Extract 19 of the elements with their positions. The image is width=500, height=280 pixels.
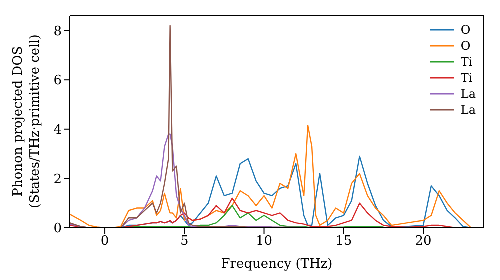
legend-label: O [460, 23, 471, 37]
legend-label: La [460, 103, 476, 117]
x-axis-title: Frequency (THz) [221, 257, 333, 272]
y-tick-label: 2 [54, 172, 62, 188]
x-tick-label: 5 [180, 234, 189, 250]
x-tick-label: 15 [336, 234, 352, 250]
y-tick-label: 0 [54, 222, 62, 237]
legend-label: O [460, 39, 471, 53]
x-tick-label: 20 [415, 234, 432, 250]
x-tick-label: 0 [100, 234, 110, 250]
y-tick-label: 8 [54, 24, 62, 40]
y-tick-label: 6 [54, 74, 62, 89]
legend-label: Ti [460, 71, 473, 85]
legend-label: Ti [460, 55, 473, 69]
legend-label: La [460, 87, 476, 101]
x-tick-label: 10 [256, 234, 273, 250]
y-axis-title: Phonon projected DOS (States/THz·primitive cell) [11, 34, 43, 209]
y-tick-label: 4 [54, 123, 62, 138]
line-series [128, 205, 384, 228]
